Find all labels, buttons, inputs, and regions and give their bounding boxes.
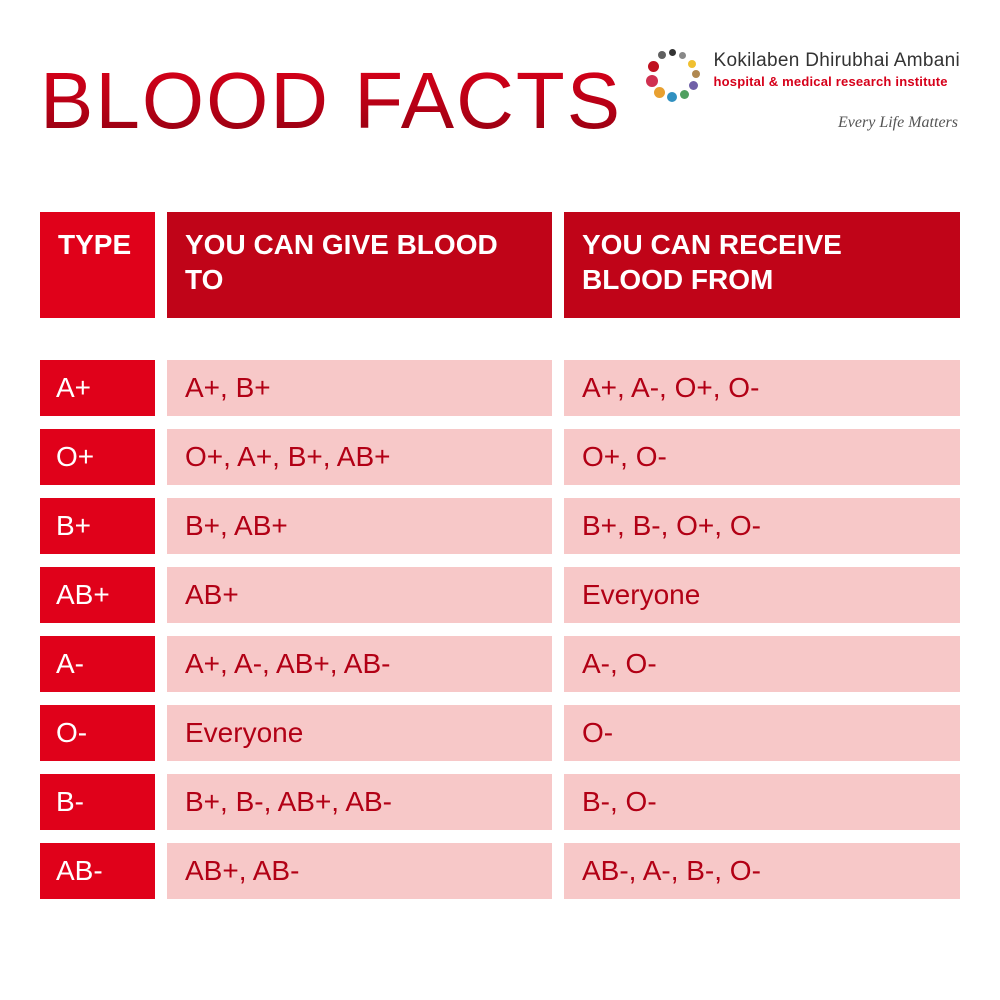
give-to-cell: B+, B-, AB+, AB- [167,774,552,830]
receive-from-cell: O- [564,705,960,761]
receive-from-cell: O+, O- [564,429,960,485]
table-row: AB-AB+, AB-AB-, A-, B-, O- [40,843,960,899]
hospital-tagline: Every Life Matters [647,114,958,132]
blood-type-cell: AB- [40,843,155,899]
hospital-name: Kokilaben Dhirubhai Ambani [713,50,960,72]
logo-dot-icon [692,70,700,78]
table-header-row: TYPE YOU CAN GIVE BLOOD TO YOU CAN RECEI… [40,212,960,318]
blood-type-cell: A+ [40,360,155,416]
receive-from-cell: B-, O- [564,774,960,830]
logo-dot-icon [654,87,665,98]
give-to-cell: O+, A+, B+, AB+ [167,429,552,485]
blood-facts-table: TYPE YOU CAN GIVE BLOOD TO YOU CAN RECEI… [0,212,1000,899]
header-receive: YOU CAN RECEIVE BLOOD FROM [564,212,960,318]
logo-dot-icon [669,49,676,56]
header-give: YOU CAN GIVE BLOOD TO [167,212,552,318]
receive-from-cell: B+, B-, O+, O- [564,498,960,554]
table-row: AB+AB+Everyone [40,567,960,623]
table-row: B-B+, B-, AB+, AB-B-, O- [40,774,960,830]
blood-type-cell: A- [40,636,155,692]
table-row: O+O+, A+, B+, AB+O+, O- [40,429,960,485]
receive-from-cell: A+, A-, O+, O- [564,360,960,416]
blood-type-cell: AB+ [40,567,155,623]
hospital-logo: Kokilaben Dhirubhai Ambani hospital & me… [647,48,960,132]
receive-from-cell: AB-, A-, B-, O- [564,843,960,899]
header-type: TYPE [40,212,155,318]
logo-dot-icon [680,90,689,99]
table-row: A-A+, A-, AB+, AB-A-, O- [40,636,960,692]
logo-dot-icon [648,61,659,72]
receive-from-cell: A-, O- [564,636,960,692]
give-to-cell: Everyone [167,705,552,761]
logo-dot-icon [667,92,677,102]
give-to-cell: A+, A-, AB+, AB- [167,636,552,692]
give-to-cell: AB+ [167,567,552,623]
give-to-cell: AB+, AB- [167,843,552,899]
logo-dot-icon [646,75,658,87]
logo-dots-icon [647,48,703,104]
blood-type-cell: B+ [40,498,155,554]
hospital-subtitle: hospital & medical research institute [713,74,960,89]
logo-dot-icon [679,52,686,59]
receive-from-cell: Everyone [564,567,960,623]
logo-dot-icon [688,60,696,68]
blood-type-cell: B- [40,774,155,830]
blood-type-cell: O+ [40,429,155,485]
blood-type-cell: O- [40,705,155,761]
give-to-cell: B+, AB+ [167,498,552,554]
header: BLOOD FACTS Kokilaben Dhirubhai Ambani h… [0,0,1000,147]
table-row: O-EveryoneO- [40,705,960,761]
logo-dot-icon [658,51,666,59]
logo-dot-icon [689,81,698,90]
table-row: A+A+, B+A+, A-, O+, O- [40,360,960,416]
logo-text-block: Kokilaben Dhirubhai Ambani hospital & me… [713,50,960,89]
give-to-cell: A+, B+ [167,360,552,416]
table-row: B+B+, AB+B+, B-, O+, O- [40,498,960,554]
